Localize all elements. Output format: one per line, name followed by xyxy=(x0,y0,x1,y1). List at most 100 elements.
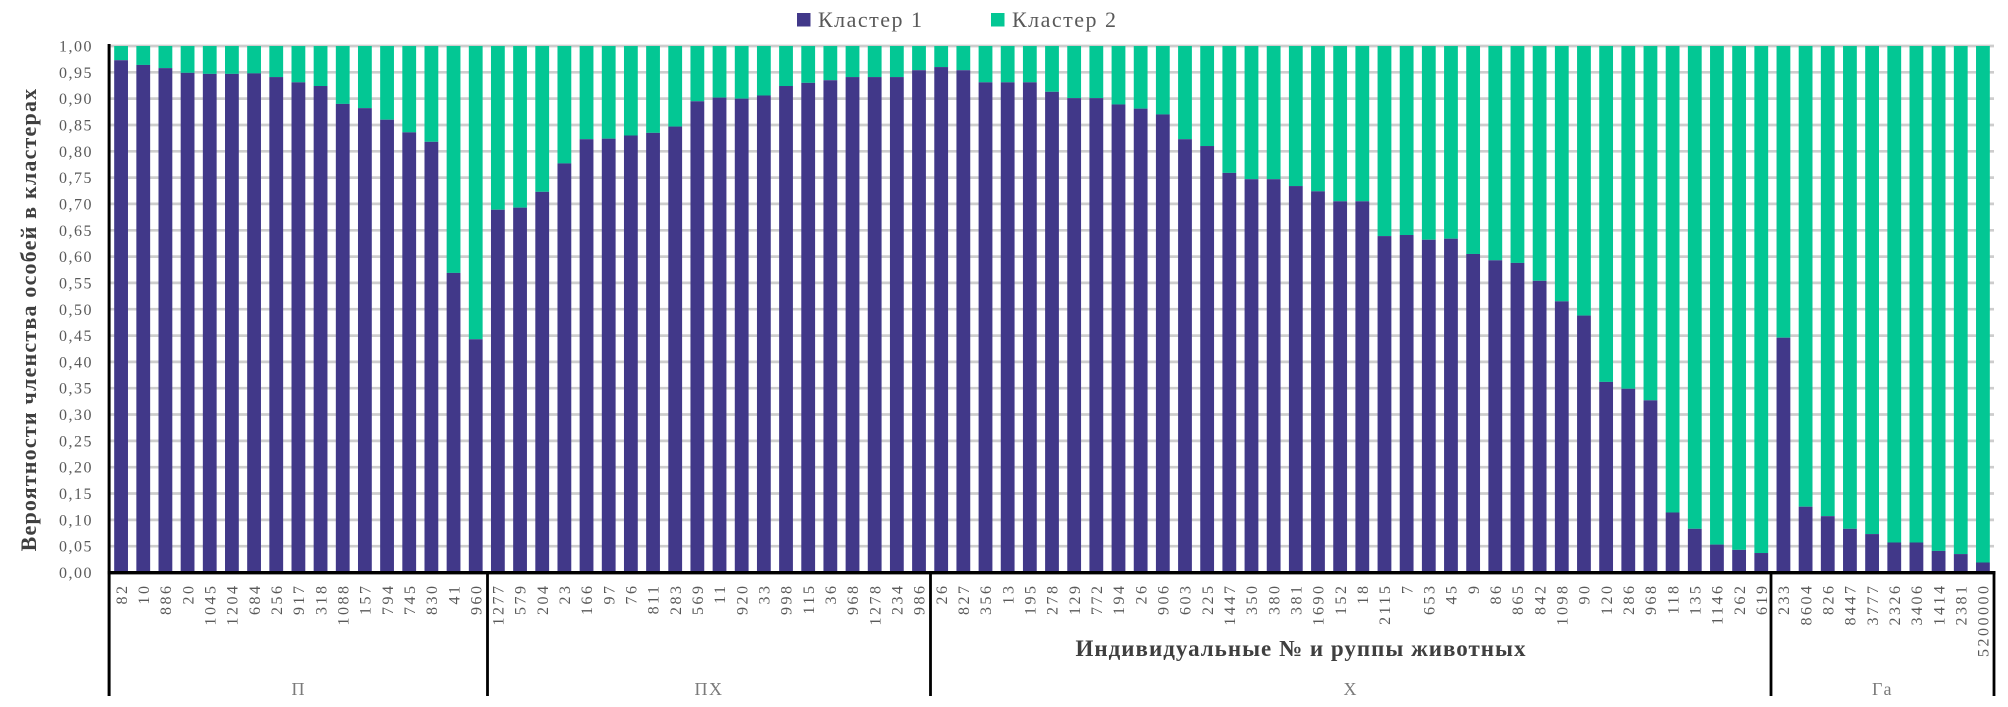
svg-text:76: 76 xyxy=(624,584,641,605)
svg-text:830: 830 xyxy=(424,584,441,616)
svg-text:318: 318 xyxy=(313,584,330,616)
svg-text:233: 233 xyxy=(1776,584,1793,616)
svg-text:278: 278 xyxy=(1045,584,1062,616)
svg-text:0,95: 0,95 xyxy=(59,65,93,82)
svg-text:968: 968 xyxy=(845,584,862,616)
svg-text:0,90: 0,90 xyxy=(59,91,93,108)
svg-text:772: 772 xyxy=(1089,584,1106,616)
svg-text:2326: 2326 xyxy=(1887,584,1904,626)
svg-text:0,00: 0,00 xyxy=(59,565,93,582)
svg-text:286: 286 xyxy=(1621,584,1638,616)
svg-text:262: 262 xyxy=(1732,584,1749,616)
svg-text:166: 166 xyxy=(579,584,596,616)
svg-text:18: 18 xyxy=(1355,584,1372,605)
svg-text:157: 157 xyxy=(358,584,375,616)
svg-text:0,75: 0,75 xyxy=(59,170,93,187)
svg-text:1278: 1278 xyxy=(867,584,884,626)
svg-text:886: 886 xyxy=(158,584,175,616)
svg-text:Кластер 1: Кластер 1 xyxy=(818,7,924,32)
svg-text:115: 115 xyxy=(801,584,818,615)
svg-text:579: 579 xyxy=(513,584,530,616)
svg-text:ПХ: ПХ xyxy=(695,679,724,699)
svg-text:745: 745 xyxy=(402,584,419,616)
svg-text:0,25: 0,25 xyxy=(59,433,93,450)
svg-text:0,30: 0,30 xyxy=(59,407,93,424)
svg-text:204: 204 xyxy=(535,584,552,616)
svg-text:356: 356 xyxy=(978,584,995,616)
svg-text:0,40: 0,40 xyxy=(59,354,93,371)
svg-text:129: 129 xyxy=(1067,584,1084,616)
svg-text:0,55: 0,55 xyxy=(59,275,93,292)
svg-text:1045: 1045 xyxy=(202,584,219,626)
svg-text:41: 41 xyxy=(446,584,463,605)
svg-text:Вероятности членства особей в: Вероятности членства особей в кластерах xyxy=(16,88,41,552)
svg-text:0,35: 0,35 xyxy=(59,381,93,398)
svg-text:0,15: 0,15 xyxy=(59,486,93,503)
svg-text:569: 569 xyxy=(690,584,707,616)
svg-text:350: 350 xyxy=(1244,584,1261,616)
svg-text:3777: 3777 xyxy=(1865,584,1882,626)
svg-text:33: 33 xyxy=(757,584,774,605)
svg-text:1447: 1447 xyxy=(1222,584,1239,626)
svg-text:917: 917 xyxy=(291,584,308,616)
svg-text:0,45: 0,45 xyxy=(59,328,93,345)
svg-text:0,20: 0,20 xyxy=(59,460,93,477)
svg-text:20: 20 xyxy=(180,584,197,605)
svg-text:1204: 1204 xyxy=(225,584,242,626)
svg-text:82: 82 xyxy=(114,584,131,605)
svg-text:381: 381 xyxy=(1289,584,1306,616)
svg-text:811: 811 xyxy=(646,584,663,615)
svg-text:0,10: 0,10 xyxy=(59,512,93,529)
svg-text:3406: 3406 xyxy=(1909,584,1926,626)
svg-text:0,65: 0,65 xyxy=(59,223,93,240)
svg-text:5200000: 5200000 xyxy=(1976,584,1993,658)
svg-text:0,60: 0,60 xyxy=(59,249,93,266)
svg-text:968: 968 xyxy=(1643,584,1660,616)
svg-text:234: 234 xyxy=(890,584,907,616)
svg-text:256: 256 xyxy=(269,584,286,616)
svg-text:97: 97 xyxy=(601,584,618,605)
svg-text:26: 26 xyxy=(1133,584,1150,605)
svg-text:1690: 1690 xyxy=(1311,584,1328,626)
svg-text:1146: 1146 xyxy=(1710,584,1727,625)
svg-text:86: 86 xyxy=(1488,584,1505,605)
svg-text:118: 118 xyxy=(1665,584,1682,615)
svg-text:1088: 1088 xyxy=(335,584,352,626)
svg-text:2381: 2381 xyxy=(1954,584,1971,626)
svg-text:90: 90 xyxy=(1577,584,1594,605)
svg-text:8447: 8447 xyxy=(1843,584,1860,626)
svg-text:1,00: 1,00 xyxy=(59,39,93,56)
svg-text:135: 135 xyxy=(1688,584,1705,616)
svg-text:827: 827 xyxy=(956,584,973,616)
svg-text:986: 986 xyxy=(912,584,929,616)
svg-text:П: П xyxy=(292,679,307,699)
svg-text:8604: 8604 xyxy=(1798,584,1815,626)
svg-text:380: 380 xyxy=(1266,584,1283,616)
svg-text:195: 195 xyxy=(1023,584,1040,616)
svg-text:36: 36 xyxy=(823,584,840,605)
svg-text:23: 23 xyxy=(557,584,574,605)
svg-text:7: 7 xyxy=(1399,584,1416,595)
svg-text:13: 13 xyxy=(1000,584,1017,605)
svg-text:1277: 1277 xyxy=(491,584,508,626)
svg-text:Га: Га xyxy=(1872,679,1893,699)
svg-text:Кластер 2: Кластер 2 xyxy=(1012,7,1118,32)
svg-text:794: 794 xyxy=(380,584,397,616)
svg-text:826: 826 xyxy=(1821,584,1838,616)
svg-text:998: 998 xyxy=(779,584,796,616)
svg-text:26: 26 xyxy=(934,584,951,605)
svg-text:960: 960 xyxy=(468,584,485,616)
svg-text:120: 120 xyxy=(1599,584,1616,616)
svg-text:865: 865 xyxy=(1510,584,1527,616)
svg-text:9: 9 xyxy=(1466,584,1483,595)
svg-text:920: 920 xyxy=(734,584,751,616)
svg-text:Х: Х xyxy=(1344,679,1359,699)
svg-text:2115: 2115 xyxy=(1377,584,1394,625)
svg-text:653: 653 xyxy=(1422,584,1439,616)
svg-text:0,05: 0,05 xyxy=(59,539,93,556)
svg-text:45: 45 xyxy=(1444,584,1461,605)
svg-text:152: 152 xyxy=(1333,584,1350,616)
svg-text:0,80: 0,80 xyxy=(59,144,93,161)
svg-text:11: 11 xyxy=(712,584,729,604)
svg-text:684: 684 xyxy=(247,584,264,616)
